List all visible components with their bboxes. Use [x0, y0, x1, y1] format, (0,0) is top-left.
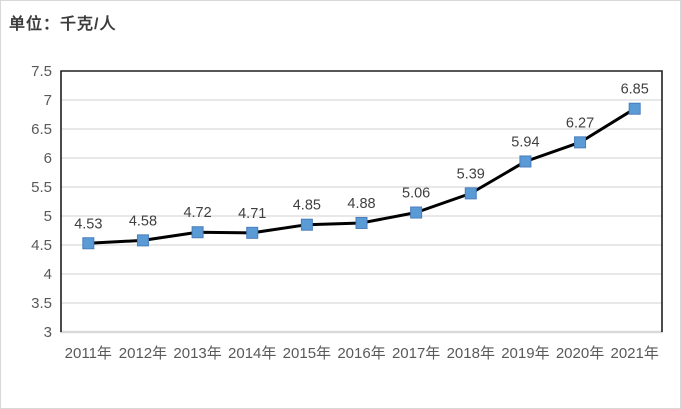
data-point-label: 5.06	[402, 186, 430, 202]
x-axis-tick-label: 2019年	[501, 345, 549, 362]
x-axis-tick-label: 2011年	[65, 345, 112, 362]
y-axis-tick-label: 5	[44, 208, 52, 225]
data-point-label: 6.27	[566, 115, 594, 131]
y-axis-tick-label: 4	[44, 266, 52, 283]
x-axis-tick-label: 2014年	[228, 345, 276, 362]
y-axis-tick-label: 7.5	[31, 63, 52, 80]
x-axis-tick-label: 2020年	[556, 345, 604, 362]
data-point-marker	[628, 102, 641, 115]
data-point-marker	[574, 136, 587, 149]
data-point-marker	[246, 226, 259, 239]
data-point-label: 4.71	[238, 206, 266, 222]
data-point-label: 5.39	[457, 166, 485, 182]
data-point-label: 4.72	[183, 205, 211, 221]
data-point-label: 4.88	[347, 196, 375, 212]
data-point-label: 4.53	[74, 216, 102, 232]
x-axis-tick-label: 2018年	[447, 345, 495, 362]
unit-label: 单位：千克/人	[9, 16, 117, 33]
x-axis-tick-label: 2021年	[610, 345, 658, 362]
data-point-marker	[82, 237, 95, 250]
data-point-marker	[300, 218, 313, 231]
x-axis-tick-label: 2015年	[283, 345, 331, 362]
data-point-label: 5.94	[511, 134, 539, 150]
data-point-marker	[136, 234, 149, 247]
x-axis-tick-label: 2016年	[337, 345, 385, 362]
y-axis-tick-label: 4.5	[31, 237, 52, 254]
x-axis-tick-label: 2013年	[173, 345, 221, 362]
x-axis-tick-label: 2012年	[119, 345, 167, 362]
data-point-label: 6.85	[621, 82, 649, 98]
data-point-marker	[410, 206, 423, 219]
data-point-label: 4.85	[293, 198, 321, 214]
data-point-marker	[355, 216, 368, 229]
y-axis-tick-label: 5.5	[31, 179, 52, 196]
plot-border	[60, 70, 663, 332]
y-axis-tick-label: 6.5	[31, 121, 52, 138]
data-point-marker	[191, 226, 204, 239]
y-axis-tick-label: 7	[44, 92, 52, 109]
x-axis-tick-label: 2017年	[392, 345, 440, 362]
data-point-label: 4.58	[129, 213, 157, 229]
data-point-marker	[464, 187, 477, 200]
data-point-marker	[519, 155, 532, 168]
y-axis-tick-label: 3	[44, 324, 52, 341]
y-axis-tick-label: 3.5	[31, 295, 52, 312]
y-axis-tick-label: 6	[44, 150, 52, 167]
